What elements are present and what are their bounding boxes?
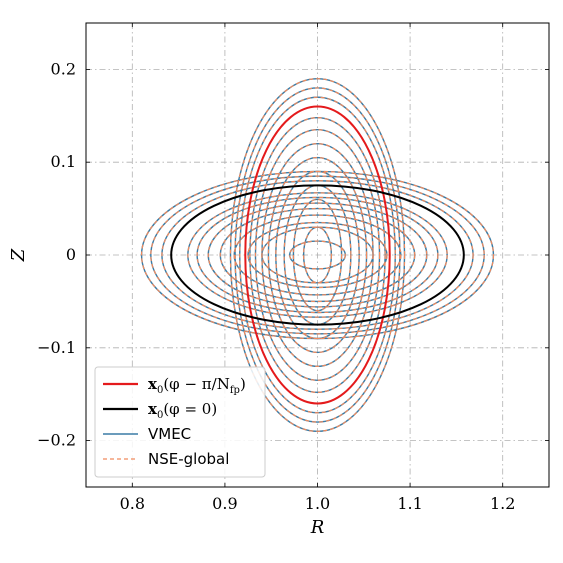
nse-global-surface — [261, 226, 374, 284]
x-tick-label: 1.2 — [490, 494, 515, 513]
nse-global-surface — [234, 87, 401, 423]
x-tick-label: 1.1 — [397, 494, 422, 513]
legend-label: x0(φ − π/Nfp) — [148, 375, 246, 396]
nse-global-surface — [254, 129, 381, 381]
nse-global-surface — [283, 184, 352, 326]
x-tick-label: 0.9 — [212, 494, 237, 513]
legend-label: x0(φ = 0) — [148, 400, 217, 421]
nse-global-surface — [249, 117, 386, 393]
nse-global-surface — [239, 96, 396, 414]
nse-global-surface — [161, 180, 474, 330]
x-axis-label: R — [310, 517, 325, 538]
axis-curve-phi-pi — [244, 105, 391, 405]
x-tick-label: 0.8 — [120, 494, 145, 513]
nse-global-surface — [289, 240, 346, 270]
legend: x0(φ − π/Nfp) x0(φ = 0) VMEC NSE-global — [94, 366, 266, 478]
nse-global-surface — [219, 208, 416, 303]
grid-lines — [86, 23, 549, 487]
nse-global-surface — [187, 192, 448, 318]
nse-global-surface — [292, 198, 343, 312]
nse-global-surface — [267, 156, 368, 354]
nse-global-surface — [207, 202, 428, 308]
curves — [140, 77, 495, 433]
y-tick-label: 0.1 — [51, 152, 76, 171]
nse-global-surface — [303, 226, 332, 284]
nse-global-surface — [229, 78, 406, 432]
legend-label: NSE-global — [148, 450, 229, 468]
y-tick-label: −0.1 — [37, 338, 76, 357]
axis-ticks: 0.8 0.9 1.0 1.1 1.2 −0.2 −0.1 0 0.1 0.2 — [37, 23, 549, 513]
axis-curve-phi0 — [170, 184, 465, 326]
y-tick-label: −0.2 — [37, 431, 76, 450]
nse-global-surface — [233, 214, 402, 296]
y-tick-label: 0 — [66, 245, 76, 264]
y-axis-label: Z — [8, 248, 29, 262]
nse-global-surface — [140, 170, 495, 340]
nse-global-surface — [196, 196, 439, 314]
legend-box — [94, 366, 266, 478]
nse-global-surface — [150, 175, 485, 335]
nse-global-surface — [247, 221, 388, 289]
y-tick-label: 0.2 — [51, 59, 76, 78]
legend-label: VMEC — [148, 425, 191, 443]
x-tick-label: 1.0 — [305, 494, 330, 513]
